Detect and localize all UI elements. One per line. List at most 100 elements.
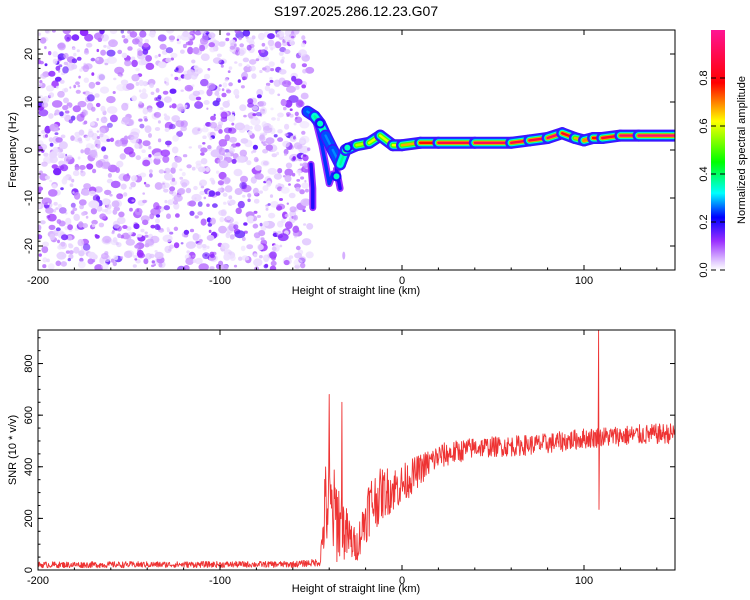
noise-speckle-blob bbox=[60, 261, 67, 267]
noise-speckle-blob bbox=[106, 138, 111, 142]
noise-speckle-blob bbox=[198, 263, 209, 270]
noise-speckle-blob bbox=[97, 73, 106, 82]
noise-speckle-blob bbox=[241, 236, 246, 242]
noise-speckle-blob bbox=[286, 85, 296, 93]
noise-speckle-blob bbox=[261, 42, 266, 47]
noise-speckle-blob bbox=[97, 37, 103, 42]
noise-speckle-blob bbox=[192, 90, 201, 97]
noise-speckle-blob bbox=[267, 39, 275, 47]
noise-speckle-blob bbox=[295, 245, 301, 251]
noise-speckle-blob bbox=[164, 115, 171, 121]
noise-speckle-blob bbox=[182, 43, 187, 49]
noise-speckle-blob bbox=[151, 260, 155, 264]
noise-speckle-blob bbox=[277, 183, 282, 187]
noise-speckle-blob bbox=[43, 152, 49, 157]
noise-speckle-blob bbox=[58, 220, 66, 227]
noise-speckle-blob bbox=[77, 260, 86, 269]
noise-speckle-blob bbox=[52, 58, 58, 65]
noise-speckle-blob bbox=[155, 88, 160, 93]
noise-speckle-blob bbox=[229, 255, 236, 261]
noise-speckle-blob bbox=[288, 192, 296, 199]
noise-speckle-blob bbox=[246, 44, 252, 51]
noise-speckle-blob bbox=[218, 225, 227, 234]
colorbar: 0.0 0.2 0.4 0.6 0.8 Normalized spectral ampl… bbox=[698, 30, 748, 278]
noise-speckle-blob bbox=[38, 234, 43, 240]
noise-speckle-blob bbox=[302, 69, 307, 74]
noise-speckle-blob bbox=[208, 32, 216, 39]
noise-speckle-blob bbox=[200, 78, 209, 87]
noise-speckle-blob bbox=[63, 97, 69, 104]
noise-speckle-blob bbox=[259, 107, 267, 115]
noise-speckle-blob bbox=[65, 250, 71, 254]
noise-speckle-blob bbox=[216, 263, 221, 269]
noise-speckle-blob bbox=[145, 238, 155, 246]
noise-speckle-blob bbox=[63, 61, 69, 66]
noise-speckle-blob bbox=[294, 78, 303, 86]
noise-speckle-blob bbox=[240, 245, 246, 252]
noise-speckle-blob bbox=[231, 158, 237, 164]
noise-speckle-blob bbox=[114, 66, 125, 75]
noise-speckle-blob bbox=[61, 234, 69, 241]
noise-speckle-blob bbox=[227, 70, 231, 73]
noise-speckle-blob bbox=[191, 166, 196, 171]
noise-speckle-blob bbox=[234, 188, 243, 195]
noise-speckle-blob bbox=[51, 100, 63, 108]
noise-speckle-blob bbox=[283, 106, 287, 111]
noise-speckle-blob bbox=[259, 69, 263, 74]
noise-speckle-blob bbox=[294, 85, 300, 90]
noise-speckle-blob bbox=[69, 250, 74, 255]
noise-speckle-blob bbox=[301, 35, 306, 41]
noise-speckle-blob bbox=[162, 234, 173, 243]
noise-speckle-blob bbox=[257, 243, 264, 251]
noise-speckle-blob bbox=[226, 89, 232, 94]
noise-speckle-blob bbox=[95, 102, 101, 108]
noise-speckle-blob bbox=[142, 42, 150, 48]
noise-speckle-blob bbox=[109, 193, 113, 197]
noise-speckle-blob bbox=[154, 251, 164, 260]
noise-speckle-blob bbox=[282, 41, 288, 47]
noise-speckle-blob bbox=[212, 57, 222, 64]
noise-speckle-blob bbox=[99, 86, 110, 94]
noise-speckle-blob bbox=[116, 193, 124, 200]
noise-speckle-blob bbox=[174, 156, 182, 163]
noise-speckle-blob bbox=[68, 243, 74, 249]
noise-speckle-blob bbox=[89, 190, 96, 196]
noise-speckle-blob bbox=[302, 209, 306, 212]
noise-speckle-blob bbox=[149, 213, 155, 220]
noise-speckle-blob bbox=[87, 251, 96, 259]
noise-speckle-blob bbox=[38, 145, 43, 153]
noise-speckle-blob bbox=[107, 45, 111, 50]
noise-speckle-blob bbox=[158, 263, 163, 268]
noise-speckle-blob bbox=[179, 176, 184, 180]
noise-speckle-blob bbox=[263, 56, 270, 62]
noise-speckle-blob bbox=[87, 130, 94, 138]
noise-speckle-blob bbox=[48, 51, 52, 56]
noise-speckle-blob bbox=[109, 114, 118, 123]
noise-speckle-blob bbox=[131, 74, 140, 82]
noise-speckle-blob bbox=[201, 244, 207, 249]
noise-speckle-blob bbox=[165, 57, 172, 63]
noise-speckle-blob bbox=[171, 103, 177, 109]
noise-speckle-blob bbox=[49, 179, 53, 183]
noise-speckle-blob bbox=[239, 104, 247, 112]
noise-speckle-blob bbox=[89, 121, 96, 126]
noise-speckle-blob bbox=[98, 222, 105, 228]
noise-speckle-blob bbox=[293, 214, 298, 221]
noise-speckle-blob bbox=[178, 106, 186, 113]
noise-speckle-blob bbox=[225, 232, 231, 239]
noise-speckle-blob bbox=[291, 172, 296, 177]
noise-speckle-blob bbox=[164, 127, 170, 132]
noise-speckle-blob bbox=[136, 208, 140, 212]
noise-speckle-blob bbox=[147, 78, 156, 86]
noise-speckle-blob bbox=[59, 79, 65, 84]
noise-speckle-blob bbox=[90, 208, 97, 215]
y-tick-label: 20 bbox=[23, 48, 35, 60]
noise-speckle-blob bbox=[291, 35, 295, 39]
noise-speckle-blob bbox=[63, 52, 69, 59]
noise-speckle-blob bbox=[87, 94, 95, 102]
noise-speckle-blob bbox=[137, 50, 143, 57]
noise-speckle-blob bbox=[106, 96, 116, 104]
noise-speckle-blob bbox=[44, 175, 51, 180]
noise-speckle-blob bbox=[48, 70, 56, 77]
noise-speckle-blob bbox=[233, 224, 239, 230]
